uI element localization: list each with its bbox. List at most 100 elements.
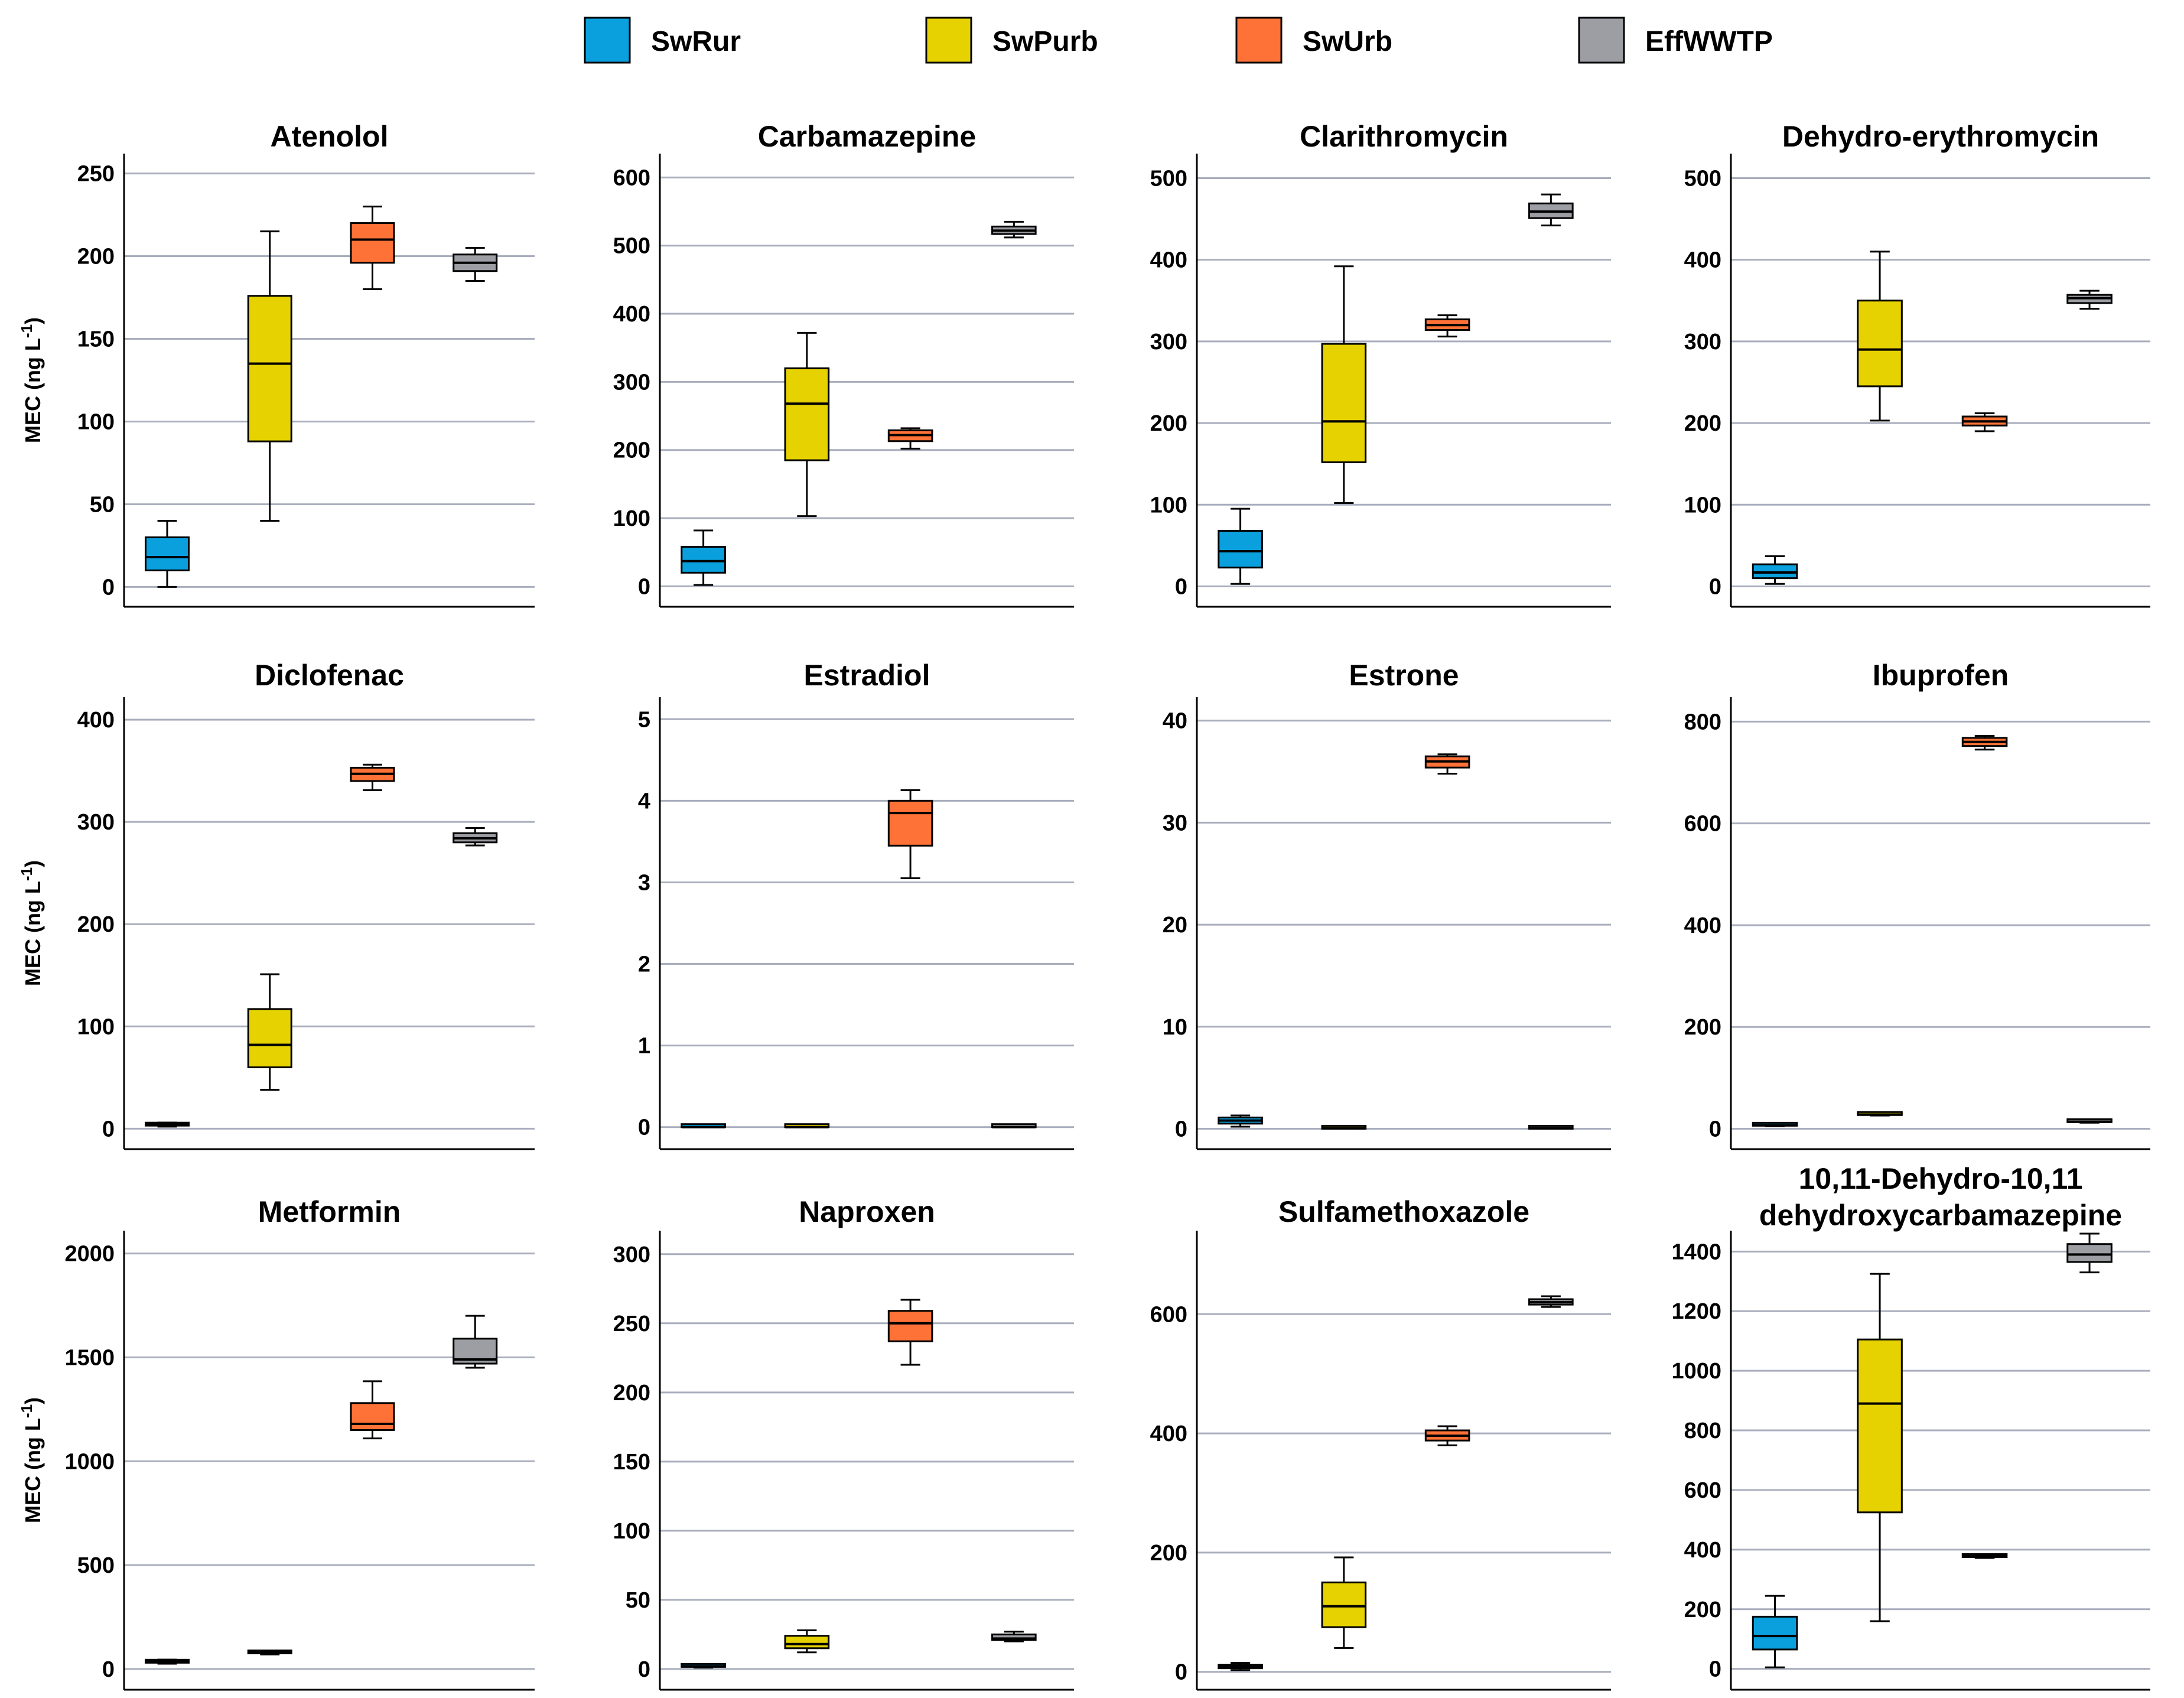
y-tick-label: 300 — [1684, 330, 1721, 354]
y-tick-label: 500 — [77, 1553, 115, 1578]
iqr-box — [247, 1008, 292, 1069]
box-swrur — [681, 1123, 726, 1128]
box-swurb — [1961, 734, 2008, 751]
y-axis-label-close: ) — [21, 317, 45, 324]
panel-ibuprofen: Ibuprofen 0 200 400 600 800 — [1684, 659, 2150, 1150]
y-tick-label: 2 — [638, 952, 650, 977]
y-tick-label: 30 — [1163, 811, 1187, 835]
box-swpurb — [1321, 1124, 1367, 1130]
box-swurb — [887, 1299, 933, 1366]
y-tick-label: 1000 — [1671, 1359, 1721, 1384]
box-swrur — [681, 529, 726, 586]
y-tick-label: 0 — [1709, 574, 1721, 599]
y-tick-label: 4 — [638, 789, 650, 814]
panel-title: Carbamazepine — [758, 120, 977, 153]
y-tick-label: 200 — [77, 245, 115, 269]
panel-diclofenac: Diclofenac 0 100 200 300 400 MEC (ng L-1) — [18, 659, 535, 1150]
y-tick-label: 400 — [613, 302, 650, 327]
y-tick-label: 100 — [613, 506, 650, 531]
box-swrur — [1218, 508, 1263, 585]
y-axis-label: MEC (ng L-1) — [18, 860, 45, 986]
legend-swatch-effwwtp — [1578, 17, 1625, 64]
y-tick-label: 0 — [102, 1657, 115, 1682]
box-swurb — [1424, 1425, 1470, 1446]
panel-title: Metformin — [258, 1195, 401, 1228]
y-tick-label: 0 — [638, 1115, 650, 1140]
panel-sulfamethoxazole: Sulfamethoxazole 0 200 400 600 — [1150, 1195, 1611, 1691]
iqr-box — [247, 295, 292, 443]
y-tick-label: 600 — [1150, 1302, 1187, 1327]
iqr-box — [2066, 1243, 2113, 1263]
y-tick-label: 200 — [1684, 1015, 1721, 1040]
box-effwwtp — [991, 1123, 1037, 1128]
panel-title-line-2: dehydroxycarbamazepine — [1759, 1199, 2122, 1232]
legend-swatch-swrur — [584, 17, 631, 64]
box-swpurb — [247, 1649, 292, 1655]
iqr-box — [350, 1402, 395, 1432]
panel-10-11-dehydro-10-11-dehydroxycarbamazepine: 10,11-Dehydro-10,11 dehydroxycarbamazepin… — [1671, 1162, 2150, 1691]
box-swpurb — [784, 331, 830, 518]
y-tick-label: 1200 — [1671, 1299, 1721, 1324]
panel-estradiol: Estradiol 0 1 2 3 4 5 — [638, 659, 1074, 1150]
box-swurb — [350, 1380, 395, 1440]
iqr-box — [887, 1310, 933, 1342]
box-swurb — [887, 789, 933, 880]
panel-title: Sulfamethoxazole — [1278, 1195, 1529, 1228]
box-swrur — [1218, 1114, 1263, 1128]
iqr-box — [784, 1635, 830, 1650]
box-swurb — [1424, 753, 1470, 775]
box-swurb — [350, 206, 395, 291]
box-effwwtp — [1528, 193, 1574, 227]
y-tick-label: 400 — [1150, 1421, 1187, 1446]
iqr-box — [1752, 563, 1798, 580]
box-effwwtp — [991, 220, 1037, 239]
box-effwwtp — [2066, 1118, 2113, 1124]
iqr-box — [350, 222, 395, 264]
y-tick-label: 150 — [77, 327, 115, 352]
y-tick-label: 800 — [1684, 710, 1721, 734]
y-tick-label: 150 — [613, 1450, 650, 1475]
legend-swatch-swpurb — [925, 17, 972, 64]
box-swpurb — [1321, 265, 1367, 504]
legend-label-effwwtp: EffWWTP — [1645, 26, 1773, 57]
iqr-box — [887, 799, 933, 847]
box-effwwtp — [991, 1631, 1037, 1642]
y-axis-label-sup: -1 — [18, 324, 35, 338]
y-tick-label: 0 — [638, 1657, 650, 1682]
box-effwwtp — [2066, 289, 2113, 310]
y-tick-label: 200 — [613, 438, 650, 463]
legend-label-swrur: SwRur — [651, 26, 741, 57]
box-swrur — [1752, 555, 1798, 585]
panel-title: Clarithromycin — [1300, 120, 1508, 153]
legend-item-swurb: SwUrb — [1235, 17, 1392, 64]
iqr-box — [681, 546, 726, 574]
y-tick-label: 300 — [613, 1242, 650, 1267]
y-tick-label: 1 — [638, 1034, 650, 1059]
box-swpurb — [1857, 1111, 1903, 1117]
box-swrur — [144, 1121, 190, 1128]
y-tick-label: 20 — [1163, 913, 1187, 938]
panel-naproxen: Naproxen 0 50 100 150 200 250 300 — [613, 1195, 1074, 1691]
y-tick-label: 600 — [1684, 812, 1721, 837]
y-tick-label: 400 — [1150, 248, 1187, 273]
box-effwwtp — [453, 1315, 498, 1369]
y-tick-label: 100 — [1684, 493, 1721, 518]
panel-dehydro-erythromycin: Dehydro-erythromycin 0 100 200 300 400 500 — [1684, 120, 2150, 608]
y-axis-label-sup: -1 — [18, 1404, 35, 1418]
box-swrur — [1752, 1121, 1798, 1127]
iqr-box — [1321, 1581, 1367, 1628]
box-swurb — [887, 427, 933, 450]
y-tick-label: 200 — [1150, 1541, 1187, 1566]
panel-atenolol: Atenolol 0 50 100 150 200 250 MEC (ng L-1) — [18, 120, 535, 608]
y-axis-label-sup: -1 — [18, 867, 35, 881]
panel-title: Dehydro-erythromycin — [1782, 120, 2099, 153]
legend-swatch-swurb — [1235, 17, 1283, 64]
y-axis-label: MEC (ng L-1) — [18, 1397, 45, 1523]
iqr-box — [1218, 529, 1263, 569]
y-tick-label: 250 — [77, 162, 115, 187]
y-tick-label: 5 — [638, 707, 650, 732]
box-swurb — [350, 763, 395, 791]
panel-metformin: Metformin 0 500 1000 1500 2000 MEC (ng L-1) — [18, 1195, 535, 1691]
y-tick-label: 0 — [1175, 1117, 1187, 1141]
